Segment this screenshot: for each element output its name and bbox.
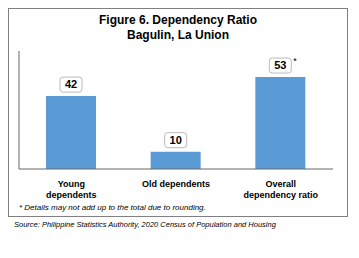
svg-text:Old dependents: Old dependents <box>142 179 210 189</box>
html-text:* Details may not add up to th: * Details may not add up to the total du… <box>19 203 206 212</box>
html-text:Figure 6. Dependency Ratio: Figure 6. Dependency Ratio <box>99 13 257 27</box>
svg-text:*: * <box>293 56 297 66</box>
svg-text:Youngdependents: Youngdependents <box>46 179 97 200</box>
svg-text:53: 53 <box>274 59 286 71</box>
svg-text:42: 42 <box>65 78 77 90</box>
svg-text:10: 10 <box>170 134 182 146</box>
svg-text:Overalldependency ratio: Overalldependency ratio <box>243 179 318 200</box>
html-text:Bagulin, La Union: Bagulin, La Union <box>127 28 229 42</box>
html-text:Source: Philippine Statistics: Source: Philippine Statistics Authority,… <box>14 220 276 229</box>
